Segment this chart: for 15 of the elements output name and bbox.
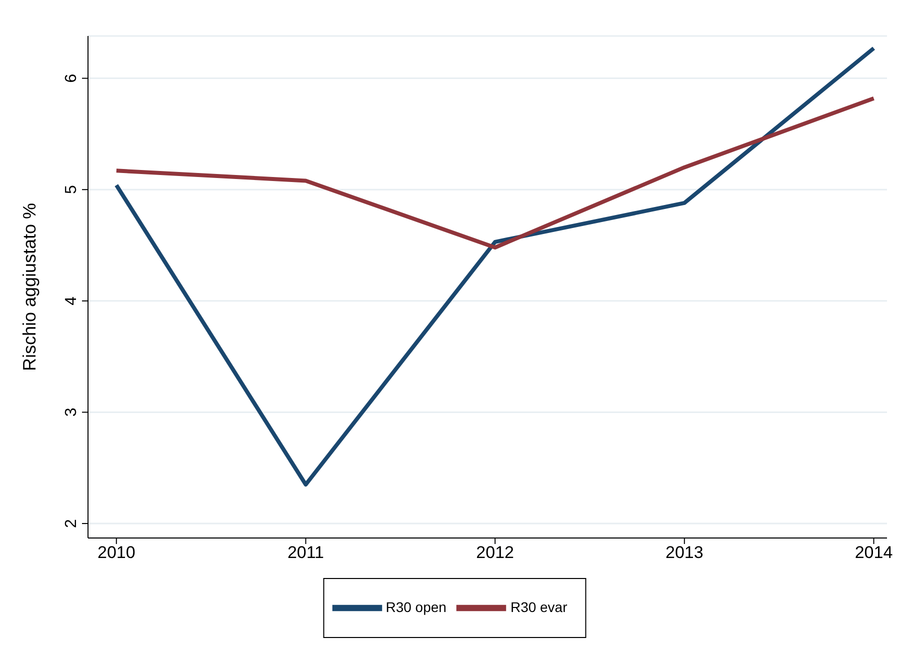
- x-tick-label: 2011: [287, 543, 324, 562]
- line-series: [114, 96, 876, 250]
- x-tick-label: 2012: [476, 543, 514, 562]
- y-tick-label: 6: [63, 74, 80, 83]
- line-series: [114, 46, 876, 487]
- y-tick-label: 4: [63, 296, 80, 306]
- y-tick-label: 3: [63, 408, 80, 417]
- y-tick-label: 2: [63, 518, 80, 528]
- legend-label: R30 evar: [510, 599, 568, 616]
- x-tick-label: 2013: [665, 543, 704, 562]
- x-tick-label: 2014: [854, 543, 893, 562]
- legend-label: R30 open: [386, 599, 446, 616]
- y-axis-title: Rischio aggiustato %: [19, 202, 40, 372]
- y-tick-label: 5: [63, 185, 80, 194]
- x-tick-label: 2010: [97, 543, 136, 562]
